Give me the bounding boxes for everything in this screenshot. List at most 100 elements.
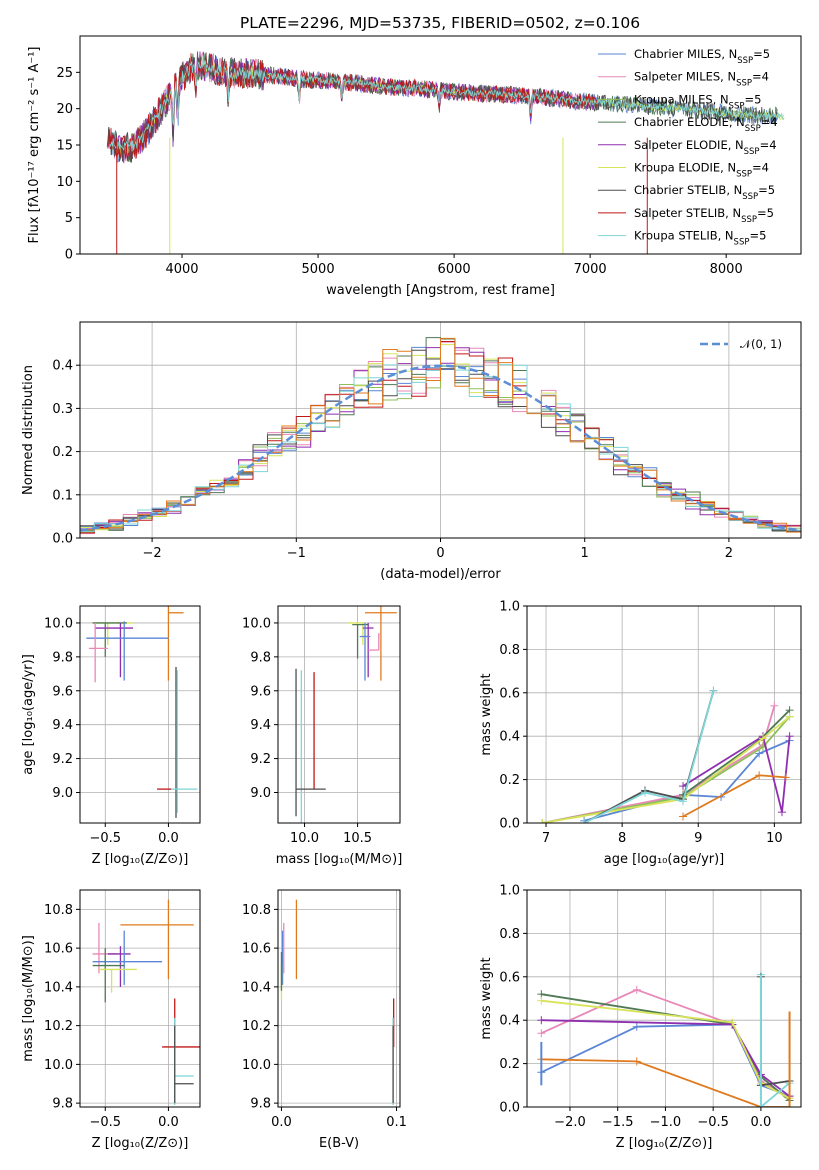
weight-line — [542, 716, 791, 823]
y-tick-label: 0.0 — [499, 1101, 520, 1116]
y-tick-label: 9.4 — [250, 718, 271, 733]
y-tick-label: 9.8 — [52, 1097, 73, 1112]
spectrum-line — [109, 59, 785, 152]
y-tick-label: 0 — [65, 248, 73, 263]
y-tick-label: 10.0 — [44, 1058, 73, 1073]
y-axis-label: age [log₁₀(age/yr)] — [21, 654, 36, 775]
x-axis-label: E(B-V) — [319, 1136, 359, 1151]
weight-line — [542, 716, 791, 823]
weight-line — [760, 976, 790, 1087]
x-tick-label: 9 — [694, 831, 702, 846]
y-tick-label: 9.2 — [250, 752, 271, 767]
x-tick-label: 10.0 — [290, 831, 319, 846]
x-tick-label: −2.0 — [554, 1115, 586, 1130]
y-tick-label: 10.0 — [44, 616, 73, 631]
x-axis-label: (data-model)/error — [380, 567, 501, 582]
y-tick-label: 10.4 — [44, 980, 73, 995]
y-tick-label: 10.0 — [242, 616, 271, 631]
y-tick-label: 0.4 — [499, 730, 520, 745]
y-tick-label: 1.0 — [499, 884, 520, 899]
spectrum-line — [108, 53, 598, 163]
y-tick-label: 10.8 — [44, 903, 73, 918]
histogram-step — [80, 337, 801, 533]
y-tick-label: 10 — [56, 175, 73, 190]
plot-area — [106, 51, 785, 254]
residuals-histogram-panel: −2 −1 0 1 2 0.0 0.1 0.2 0.3 0.4 (data-model)/error… — [21, 321, 802, 582]
x-tick-label: 0.0 — [751, 1115, 772, 1130]
legend-label: Chabrier STELIB, NSSP=5 — [634, 183, 775, 202]
x-tick-label: 7000 — [574, 262, 607, 277]
y-tick-label: 20 — [56, 102, 73, 117]
y-tick-label: 0.0 — [52, 532, 73, 547]
legend-label: 𝒩(0, 1) — [740, 337, 782, 351]
x-axis-label: wavelength [Angstrom, rest frame] — [326, 283, 555, 298]
x-tick-label: 10.5 — [343, 831, 372, 846]
weight-line — [542, 705, 776, 823]
legend-label: Salpeter MILES, NSSP=4 — [634, 70, 769, 89]
y-tick-label: 9.8 — [250, 1097, 271, 1112]
plot-area — [295, 606, 397, 823]
age-vs-metallicity-panel: −0.5 0.0 9.0 9.2 9.4 9.6 9.8 10.0 Z [log₁₀(Z/Z⊙)… — [21, 605, 201, 867]
x-tick-label: −0.5 — [89, 1115, 121, 1130]
x-tick-label: 4000 — [165, 262, 198, 277]
y-tick-label: 25 — [56, 66, 73, 81]
plot-area — [86, 606, 198, 818]
spectrum-panel: 4000 5000 6000 7000 8000 0 5 10 15 20 25 wavelength… — [27, 35, 802, 298]
x-tick-label: 1 — [581, 546, 589, 561]
y-tick-label: 10.6 — [242, 942, 271, 957]
y-tick-label: 0.2 — [499, 773, 520, 788]
axes-frame — [79, 605, 201, 824]
plot-area — [537, 970, 794, 1107]
y-axis-label: Flux [fλ10⁻¹⁷ erg cm⁻² s⁻¹ A⁻¹] — [27, 47, 42, 244]
y-tick-label: 5 — [65, 211, 73, 226]
legend-label: Kroupa STELIB, NSSP=5 — [634, 229, 766, 248]
axes-frame — [79, 35, 802, 255]
legend-label: Kroupa ELODIE, NSSP=4 — [634, 161, 769, 180]
y-tick-label: 10.4 — [242, 980, 271, 995]
y-tick-label: 10.2 — [44, 1019, 73, 1034]
y-tick-label: 9.6 — [52, 684, 73, 699]
x-axis-label: Z [log₁₀(Z/Z⊙)] — [92, 1136, 189, 1151]
x-tick-label: 5000 — [302, 262, 335, 277]
y-tick-label: 0.4 — [52, 359, 73, 374]
y-axis-label: mass weight — [479, 673, 494, 755]
x-tick-label: 0.0 — [271, 1115, 292, 1130]
x-tick-label: 10 — [766, 831, 783, 846]
y-tick-label: 0.3 — [52, 402, 73, 417]
y-tick-label: 9.4 — [52, 718, 73, 733]
y-axis-label: mass weight — [479, 957, 494, 1039]
y-tick-label: 0.2 — [499, 1057, 520, 1072]
y-tick-label: 9.6 — [250, 684, 271, 699]
x-tick-label: 7 — [542, 831, 550, 846]
x-tick-label: 0.0 — [158, 831, 179, 846]
y-tick-label: 0.8 — [499, 927, 520, 942]
y-tick-label: 9.0 — [52, 786, 73, 801]
y-tick-label: 9.8 — [250, 650, 271, 665]
y-tick-label: 0.6 — [499, 970, 520, 985]
weight-line — [583, 690, 715, 823]
plot-area — [280, 899, 395, 1106]
weight-line — [541, 1019, 791, 1097]
x-axis-label: mass [log₁₀(M/M⊙)] — [276, 852, 403, 867]
y-axis-label: mass [log₁₀(M/M⊙)] — [21, 935, 36, 1062]
x-tick-label: 0 — [436, 546, 444, 561]
axes-frame — [277, 889, 401, 1108]
mass-vs-extinction-panel: 0.0 0.1 9.8 10.0 10.2 10.4 10.6 10.8 E(B-V) — [242, 889, 407, 1151]
y-tick-label: 1.0 — [499, 600, 520, 615]
y-tick-label: 9.8 — [52, 650, 73, 665]
figure-title: PLATE=2296, MJD=53735, FIBERID=0502, z=0… — [240, 14, 640, 32]
y-axis-label: Normed distribution — [21, 365, 36, 495]
mass-weight-vs-metallicity-panel: −2.0 −1.5 −1.0 −0.5 0.0 0.0 0.2 0.4 0.6 0.8 1.0 Z [… — [479, 884, 802, 1151]
x-tick-label: −0.5 — [89, 831, 121, 846]
x-tick-label: 0.1 — [386, 1115, 407, 1130]
y-tick-label: 0.1 — [52, 488, 73, 503]
axes-frame — [79, 889, 201, 1108]
x-tick-label: −0.5 — [697, 1115, 729, 1130]
x-tick-label: 0.0 — [158, 1115, 179, 1130]
x-tick-label: −1 — [287, 546, 306, 561]
plot-area — [92, 899, 200, 1106]
x-tick-label: −1.5 — [602, 1115, 634, 1130]
x-axis-label: age [log₁₀(age/yr)] — [604, 852, 725, 867]
plot-area — [538, 686, 794, 823]
x-tick-label: −2 — [143, 546, 162, 561]
